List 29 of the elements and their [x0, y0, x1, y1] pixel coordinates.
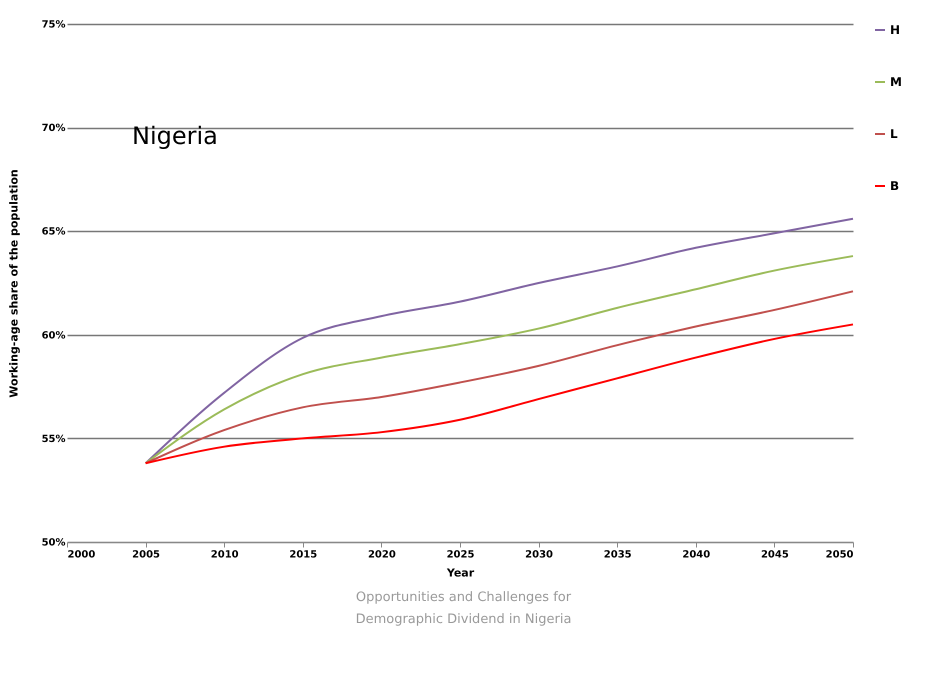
x-tick-label: 2040 [682, 550, 710, 560]
x-tick-label: 2030 [525, 550, 554, 560]
line-series [144, 323, 854, 464]
x-tick-label: 2005 [132, 550, 160, 560]
y-tick-label: 70% [42, 123, 66, 134]
y-axis-title: Working-age share of the population [8, 169, 21, 398]
y-tick-label: 65% [42, 226, 66, 238]
y-tick-label: 55% [42, 434, 66, 445]
y-tick-label: 75% [42, 20, 66, 30]
x-tick-label: 2010 [210, 550, 239, 560]
x-tick-label: 2025 [446, 550, 474, 560]
x-axis-title: Year [446, 566, 475, 580]
line-series [144, 290, 854, 464]
line-series [144, 218, 854, 464]
text: Opportunities and Challenges for Demographic Dividend in Nigeria [354, 589, 572, 629]
legend-label: M [890, 75, 902, 89]
x-tick-label: 2045 [760, 550, 789, 560]
x-tick-label: 2000 [68, 550, 96, 560]
legend-label: L [890, 127, 898, 141]
y-tick-label: 50% [42, 538, 66, 548]
legend-label: H [890, 23, 900, 37]
line-series [144, 255, 854, 464]
x-tick-label: 2015 [289, 550, 318, 560]
x-tick-label: 2050 [826, 550, 854, 560]
y-tick-label: 60% [42, 330, 66, 342]
x-tick-label: 2020 [368, 550, 396, 560]
x-tick-label: 2035 [604, 550, 632, 560]
text: Nigeria [132, 122, 218, 150]
legend-label: B [890, 179, 900, 193]
